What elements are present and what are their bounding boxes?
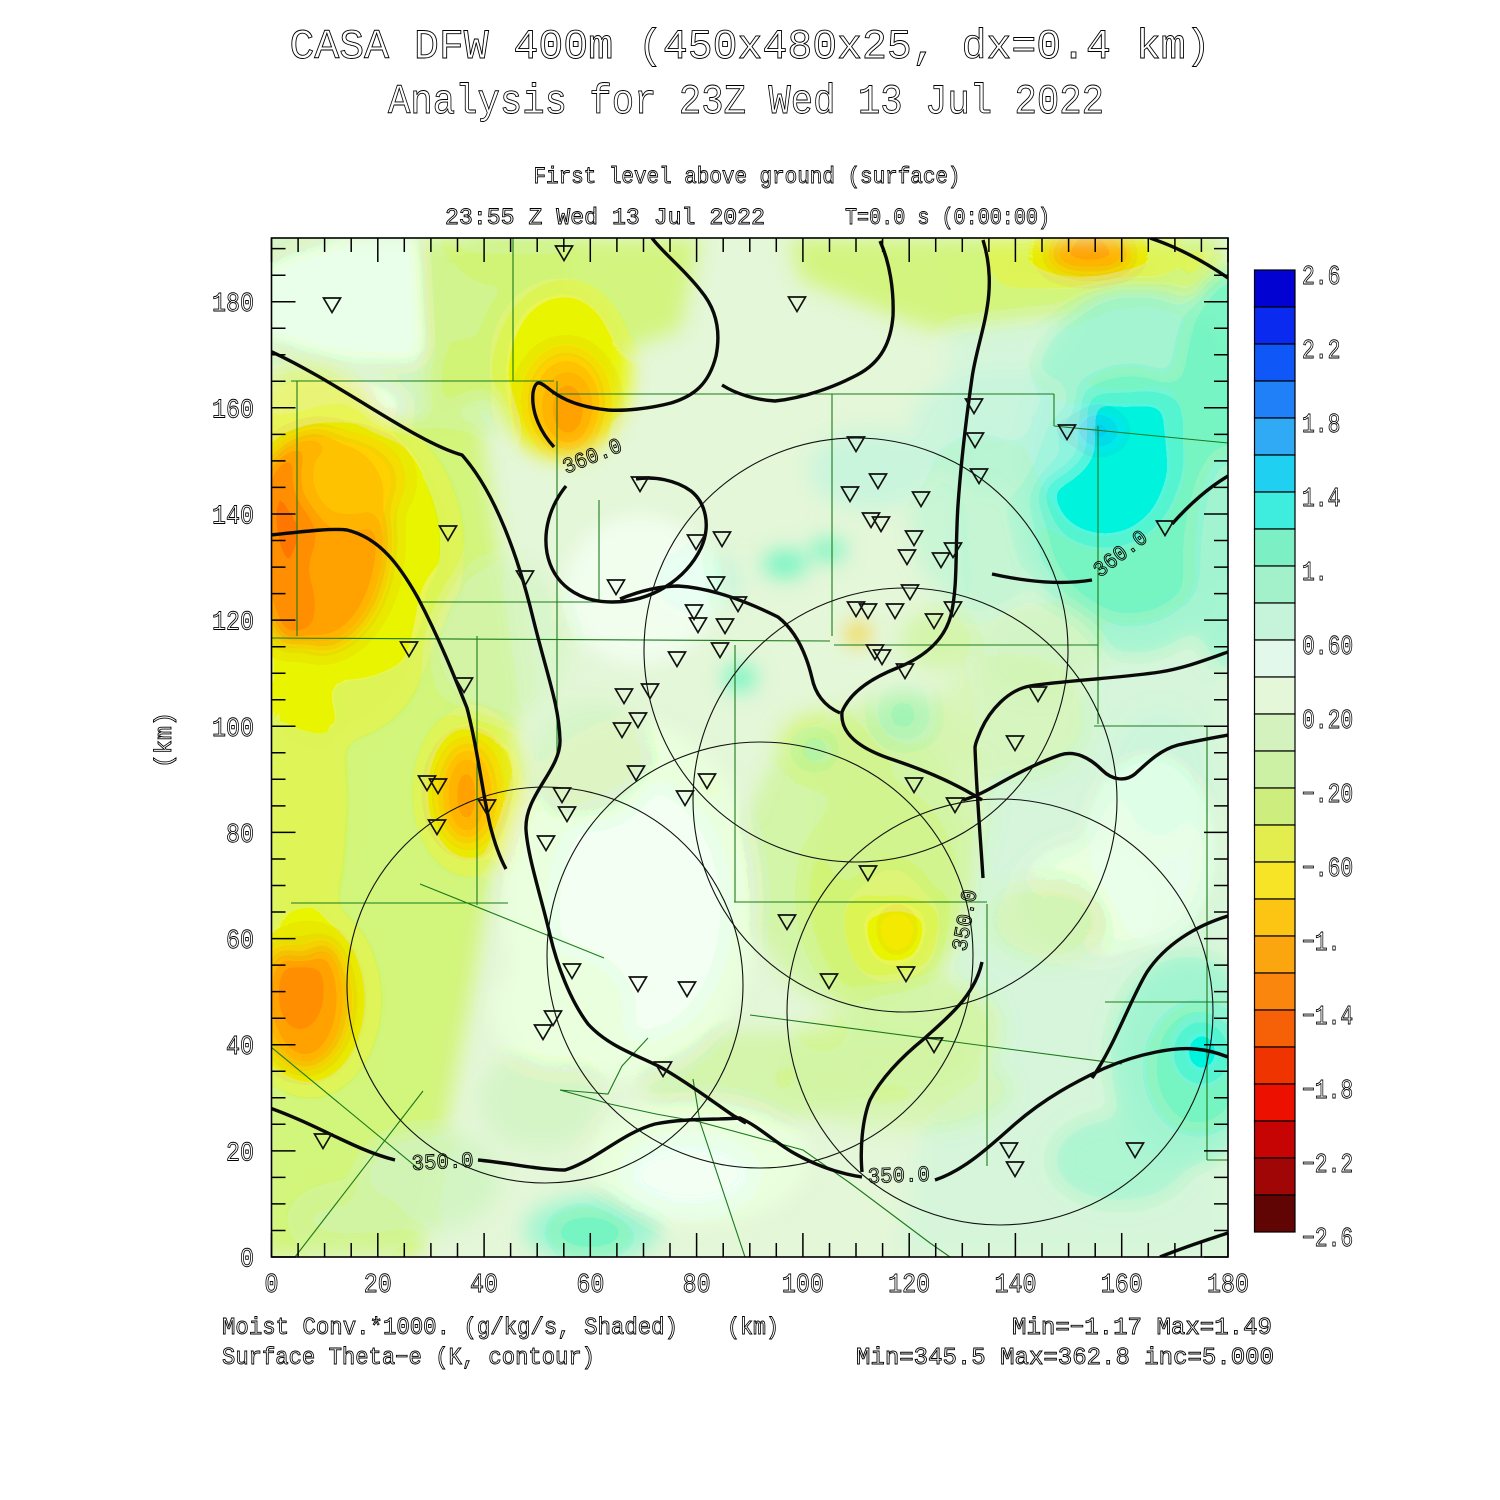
- svg-text:100: 100: [782, 1271, 824, 1301]
- svg-text:180: 180: [1207, 1271, 1249, 1301]
- svg-text:T=0.0 s (0:00:00): T=0.0 s (0:00:00): [845, 205, 1050, 231]
- svg-text:−1.8: −1.8: [1302, 1077, 1353, 1107]
- svg-text:120: 120: [888, 1271, 930, 1301]
- svg-text:350.0: 350.0: [867, 1163, 930, 1190]
- svg-text:−.60: −.60: [1302, 855, 1353, 885]
- svg-text:100: 100: [212, 715, 254, 745]
- svg-text:80: 80: [683, 1271, 711, 1301]
- svg-text:Min=−1.17 Max=1.49: Min=−1.17 Max=1.49: [1012, 1315, 1272, 1342]
- svg-text:First level above ground (surf: First level above ground (surface): [534, 164, 961, 190]
- svg-text:20: 20: [364, 1271, 392, 1301]
- svg-text:160: 160: [212, 396, 254, 426]
- svg-text:160: 160: [1101, 1271, 1143, 1301]
- svg-text:23:55 Z Wed 13 Jul 2022: 23:55 Z Wed 13 Jul 2022: [445, 205, 765, 231]
- svg-text:−2.2: −2.2: [1302, 1151, 1353, 1181]
- svg-text:40: 40: [226, 1033, 254, 1063]
- svg-text:60: 60: [576, 1271, 604, 1301]
- svg-text:60: 60: [226, 927, 254, 957]
- svg-text:−2.6: −2.6: [1302, 1225, 1353, 1255]
- svg-text:140: 140: [212, 502, 254, 532]
- svg-text:−.20: −.20: [1302, 781, 1353, 811]
- svg-text:Min=345.5 Max=362.8 inc=5.000: Min=345.5 Max=362.8 inc=5.000: [856, 1345, 1274, 1372]
- svg-text:20: 20: [226, 1139, 254, 1169]
- svg-text:1.: 1.: [1302, 559, 1328, 589]
- svg-text:180: 180: [212, 290, 254, 320]
- svg-text:(km): (km): [152, 712, 179, 768]
- svg-text:1.8: 1.8: [1302, 411, 1340, 441]
- svg-text:Moist Conv.*1000. (g/kg/s, Sha: Moist Conv.*1000. (g/kg/s, Shaded): [222, 1315, 678, 1342]
- svg-text:Surface Theta−e (K, contour): Surface Theta−e (K, contour): [222, 1345, 595, 1372]
- svg-text:Analysis for 23Z Wed 13 Jul 20: Analysis for 23Z Wed 13 Jul 2022: [388, 78, 1104, 126]
- svg-text:350.0: 350.0: [411, 1149, 474, 1177]
- svg-text:0: 0: [265, 1271, 279, 1301]
- svg-text:0.60: 0.60: [1302, 633, 1353, 663]
- svg-text:(km): (km): [727, 1315, 779, 1342]
- svg-text:2.2: 2.2: [1302, 337, 1340, 367]
- svg-text:140: 140: [994, 1271, 1036, 1301]
- svg-text:40: 40: [470, 1271, 498, 1301]
- svg-text:80: 80: [226, 821, 254, 851]
- svg-text:−1.: −1.: [1302, 929, 1340, 959]
- svg-text:1.4: 1.4: [1302, 485, 1340, 515]
- svg-text:CASA DFW 400m (450x480x25, dx=: CASA DFW 400m (450x480x25, dx=0.4 km): [290, 23, 1211, 71]
- svg-text:120: 120: [212, 609, 254, 639]
- svg-text:0: 0: [240, 1246, 254, 1276]
- svg-text:0.20: 0.20: [1302, 707, 1353, 737]
- svg-text:−1.4: −1.4: [1302, 1003, 1353, 1033]
- svg-text:2.6: 2.6: [1302, 263, 1340, 293]
